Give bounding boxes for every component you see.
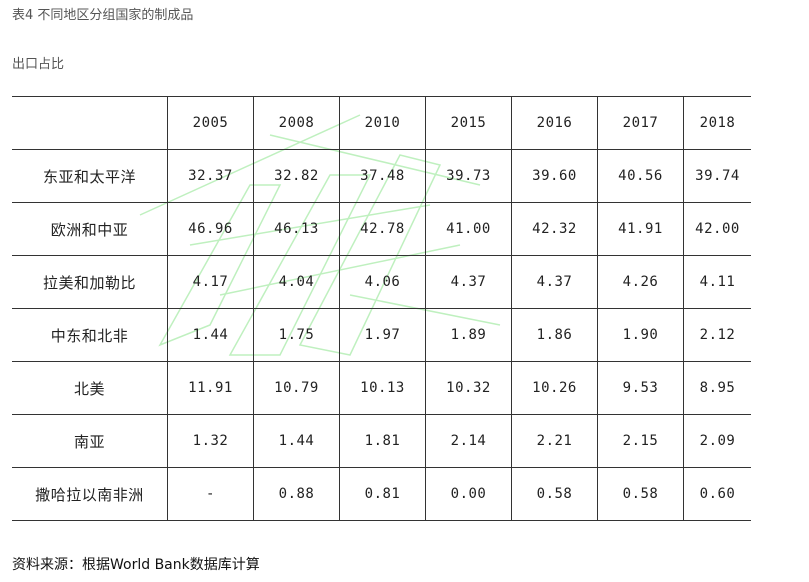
value-cell: 2.14: [425, 414, 512, 468]
table-row: 欧洲和中亚 46.96 46.13 42.78 41.00 42.32 41.9…: [12, 202, 751, 256]
value-cell: 4.06: [339, 255, 426, 309]
value-cell: 0.58: [597, 467, 684, 521]
table-row: 撒哈拉以南非洲 - 0.88 0.81 0.00 0.58 0.58 0.60: [12, 467, 751, 521]
corner-cell: [12, 96, 168, 150]
value-cell: 10.32: [425, 361, 512, 415]
value-cell: 0.60: [699, 486, 736, 502]
year-header: 2016: [511, 96, 598, 150]
value-cell: 0.58: [511, 467, 598, 521]
value-cell: 4.11: [699, 274, 736, 290]
value-cell: 4.17: [167, 255, 254, 309]
value-cell: 32.82: [253, 149, 340, 203]
value-cell: 0.00: [425, 467, 512, 521]
value-cell: 2.15: [597, 414, 684, 468]
value-cell: 1.44: [167, 308, 254, 362]
value-cell: 10.26: [511, 361, 598, 415]
region-label: 南亚: [12, 414, 168, 468]
table-title: 表4 不同地区分组国家的制成品: [12, 8, 194, 23]
value-cell: 9.53: [597, 361, 684, 415]
region-label: 北美: [12, 361, 168, 415]
region-label: 中东和北非: [12, 308, 168, 362]
table-row: 中东和北非 1.44 1.75 1.97 1.89 1.86 1.90 2.12: [12, 308, 751, 362]
value-cell: 1.90: [597, 308, 684, 362]
value-cell: 40.56: [597, 149, 684, 203]
table-subtitle: 出口占比: [12, 57, 65, 72]
value-cell: 41.91: [597, 202, 684, 256]
data-table: 2005 2008 2010 2015 2016 2017 2018 东亚和太平…: [12, 96, 751, 521]
source-note: 资料来源：根据World Bank数据库计算: [12, 557, 260, 573]
value-cell: 0.88: [253, 467, 340, 521]
year-header: 2008: [253, 96, 340, 150]
value-cell: 1.32: [167, 414, 254, 468]
value-cell: 37.48: [339, 149, 426, 203]
value-cell: 2.21: [511, 414, 598, 468]
year-header: 2017: [597, 96, 684, 150]
region-label: 撒哈拉以南非洲: [12, 467, 168, 521]
value-cell: 46.13: [253, 202, 340, 256]
year-header: 2015: [425, 96, 512, 150]
region-label: 拉美和加勒比: [12, 255, 168, 309]
value-cell: 32.37: [167, 149, 254, 203]
value-cell: 1.97: [339, 308, 426, 362]
value-cell: 1.44: [253, 414, 340, 468]
value-cell: -: [167, 467, 254, 521]
table-row: 南亚 1.32 1.44 1.81 2.14 2.21 2.15 2.09: [12, 414, 751, 468]
value-cell: 8.95: [699, 380, 736, 396]
value-cell: 1.89: [425, 308, 512, 362]
value-cell: 39.73: [425, 149, 512, 203]
value-cell: 1.81: [339, 414, 426, 468]
region-label: 欧洲和中亚: [12, 202, 168, 256]
value-cell: 4.37: [425, 255, 512, 309]
value-cell: 10.13: [339, 361, 426, 415]
year-header: 2005: [167, 96, 254, 150]
value-cell: 42.78: [339, 202, 426, 256]
table-row: 北美 11.91 10.79 10.13 10.32 10.26 9.53 8.…: [12, 361, 751, 415]
value-cell: 4.04: [253, 255, 340, 309]
value-cell: 11.91: [167, 361, 254, 415]
value-cell: 42.00: [695, 221, 740, 237]
value-cell: 42.32: [511, 202, 598, 256]
value-cell: 1.75: [253, 308, 340, 362]
value-cell: 39.60: [511, 149, 598, 203]
value-cell: 41.00: [425, 202, 512, 256]
value-cell: 0.81: [339, 467, 426, 521]
header-row: 2005 2008 2010 2015 2016 2017 2018: [12, 96, 751, 150]
year-header: 2010: [339, 96, 426, 150]
value-cell: 4.37: [511, 255, 598, 309]
year-header: 2018: [699, 115, 736, 131]
value-cell: 10.79: [253, 361, 340, 415]
value-cell: 4.26: [597, 255, 684, 309]
region-label: 东亚和太平洋: [12, 149, 168, 203]
value-cell: 2.12: [699, 327, 736, 343]
value-cell: 46.96: [167, 202, 254, 256]
value-cell: 39.74: [695, 168, 740, 184]
value-cell: 2.09: [699, 433, 736, 449]
table-row: 拉美和加勒比 4.17 4.04 4.06 4.37 4.37 4.26 4.1…: [12, 255, 751, 309]
value-cell: 1.86: [511, 308, 598, 362]
table-row: 东亚和太平洋 32.37 32.82 37.48 39.73 39.60 40.…: [12, 149, 751, 203]
